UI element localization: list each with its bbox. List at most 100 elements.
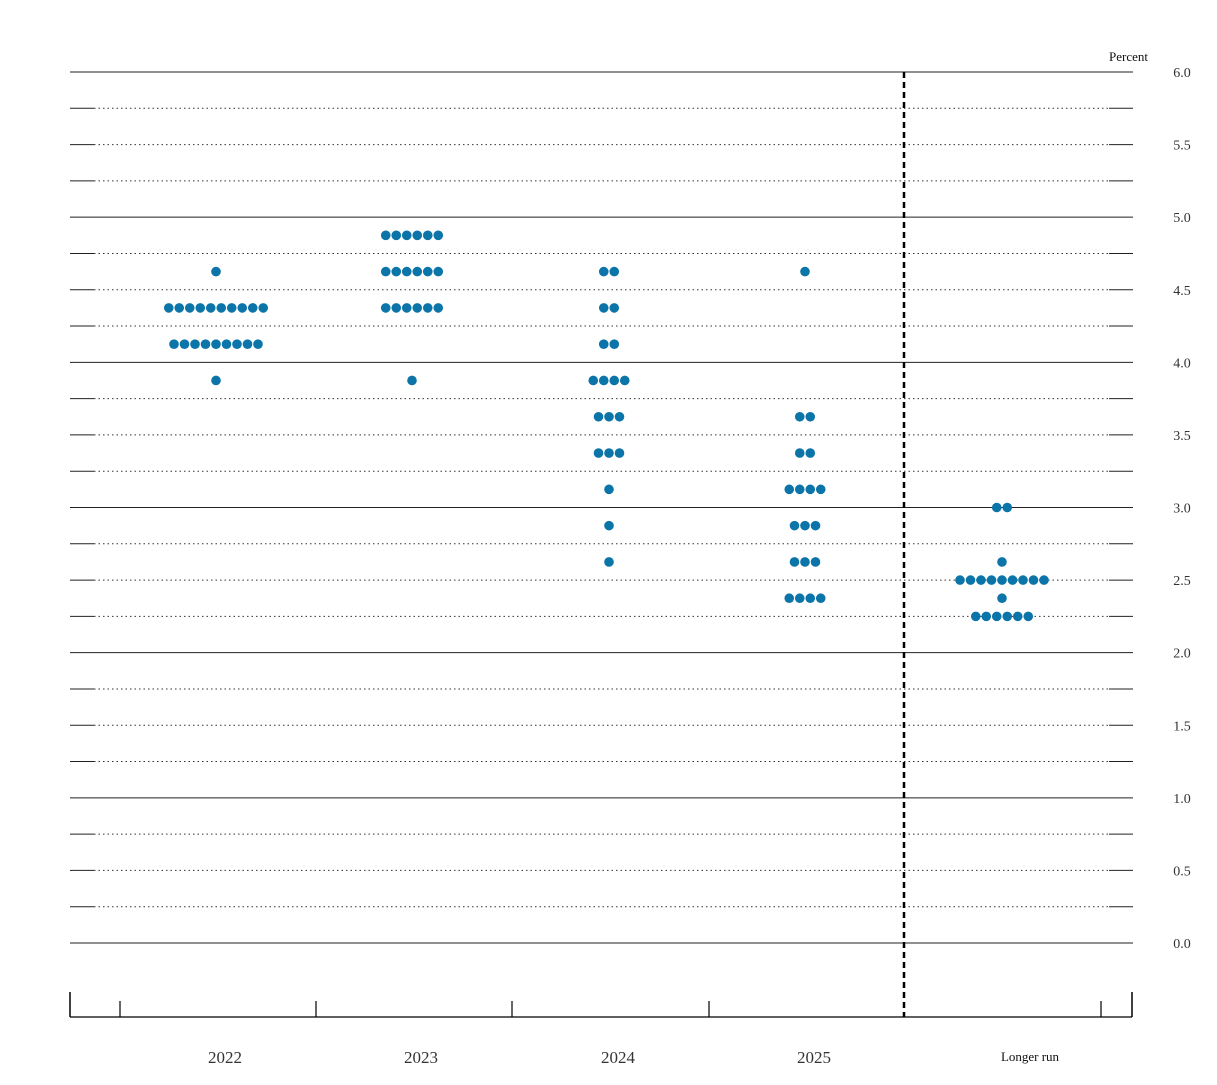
projection-dot (211, 266, 221, 277)
projection-dot (174, 303, 185, 313)
y-tick-label: 6.0 (1173, 66, 1191, 81)
y-tick-label: 5.5 (1173, 139, 1191, 154)
projection-dot (422, 266, 433, 277)
category-label: Longer run (1001, 1049, 1060, 1064)
projection-dot (1007, 575, 1018, 585)
projection-dot (422, 230, 433, 241)
projection-dot (997, 575, 1007, 585)
projection-dot (805, 448, 816, 458)
projection-dot (1039, 575, 1049, 585)
projection-dot (997, 557, 1007, 567)
projection-dot (619, 375, 630, 386)
projection-dot (412, 303, 423, 313)
projection-dot (407, 375, 417, 386)
projection-dot (422, 303, 433, 313)
projection-dot (258, 303, 269, 313)
projection-dot (1002, 611, 1013, 622)
projection-dot (391, 303, 402, 313)
projection-dot (794, 448, 805, 458)
projection-dot (794, 411, 805, 422)
labels: 0.0 0.5 1.0 1.5 2.0 2.5 3.0 3.5 4.0 4.5 5.0 5.5 6.0 P… (208, 49, 1191, 1067)
projection-dot (184, 303, 195, 313)
projection-dot (991, 611, 1002, 622)
projection-dot (190, 339, 200, 349)
projection-dot (784, 593, 795, 604)
projection-dot (195, 303, 206, 313)
projection-dot (604, 520, 614, 531)
projection-dot (412, 266, 423, 277)
projection-dot (163, 303, 174, 313)
projection-dot (247, 303, 258, 313)
projection-dot (604, 448, 614, 458)
projection-dot (614, 411, 625, 422)
projection-dot (800, 266, 810, 277)
y-tick-label: 1.0 (1173, 792, 1191, 807)
projection-dot (598, 303, 609, 313)
projection-dot (391, 266, 402, 277)
projection-dot (216, 303, 227, 313)
projection-dot (805, 593, 816, 604)
projection-dot (810, 520, 821, 531)
y-tick-label: 2.5 (1173, 574, 1191, 589)
projection-dot (588, 375, 599, 386)
projection-dot (981, 611, 992, 622)
projection-dot (179, 339, 190, 349)
projection-dot (598, 266, 609, 277)
y-tick-label: 4.5 (1173, 284, 1191, 299)
projection-dot (955, 575, 965, 585)
projection-dot (1012, 611, 1023, 622)
projection-dot (991, 502, 1002, 513)
y-tick-label: 3.0 (1173, 502, 1191, 517)
category-label: 2022 (208, 1048, 242, 1067)
y-tick-label: 1.5 (1173, 719, 1191, 734)
projection-dot (609, 375, 620, 386)
projection-dot (242, 339, 253, 349)
y-tick-label: 5.0 (1173, 211, 1191, 226)
projection-dot (412, 230, 423, 241)
projection-dot (401, 230, 412, 241)
projection-dot (805, 484, 816, 495)
projection-dot (815, 593, 826, 604)
projection-dot (609, 303, 620, 313)
y-tick-label: 0.5 (1173, 864, 1191, 879)
projection-dot (211, 339, 221, 349)
projection-dot (433, 230, 444, 241)
projection-dot (598, 339, 609, 349)
projection-dot (221, 339, 232, 349)
projection-dot (211, 375, 221, 386)
projection-dot (253, 339, 263, 349)
projection-dot (965, 575, 976, 585)
projection-dot (789, 557, 800, 567)
y-tick-label: 3.5 (1173, 429, 1191, 444)
projection-dot (800, 557, 810, 567)
projection-dot (609, 266, 620, 277)
projection-dot (237, 303, 248, 313)
projection-dot (1018, 575, 1028, 585)
projection-dot (205, 303, 216, 313)
projection-dot (226, 303, 237, 313)
projection-dot (976, 575, 986, 585)
projection-dot (433, 266, 444, 277)
projection-dot (604, 484, 614, 495)
projection-dot (997, 593, 1007, 604)
projection-dot (433, 303, 444, 313)
projection-dot (1028, 575, 1039, 585)
projection-dot (815, 484, 826, 495)
projection-dot (609, 339, 620, 349)
projection-dot (805, 411, 816, 422)
gridlines (70, 71, 1133, 944)
projection-dot (232, 339, 242, 349)
projection-dot (593, 448, 604, 458)
projection-dot (169, 339, 179, 349)
projection-dot (1002, 502, 1013, 513)
y-axis-unit-label: Percent (1109, 49, 1148, 64)
projection-dot (800, 520, 810, 531)
projection-dot (391, 230, 402, 241)
dots (163, 230, 1049, 622)
projection-dot (614, 448, 625, 458)
category-label: 2024 (601, 1048, 636, 1067)
projection-dot (380, 266, 391, 277)
projection-dot (401, 303, 412, 313)
category-label: 2023 (404, 1048, 438, 1067)
